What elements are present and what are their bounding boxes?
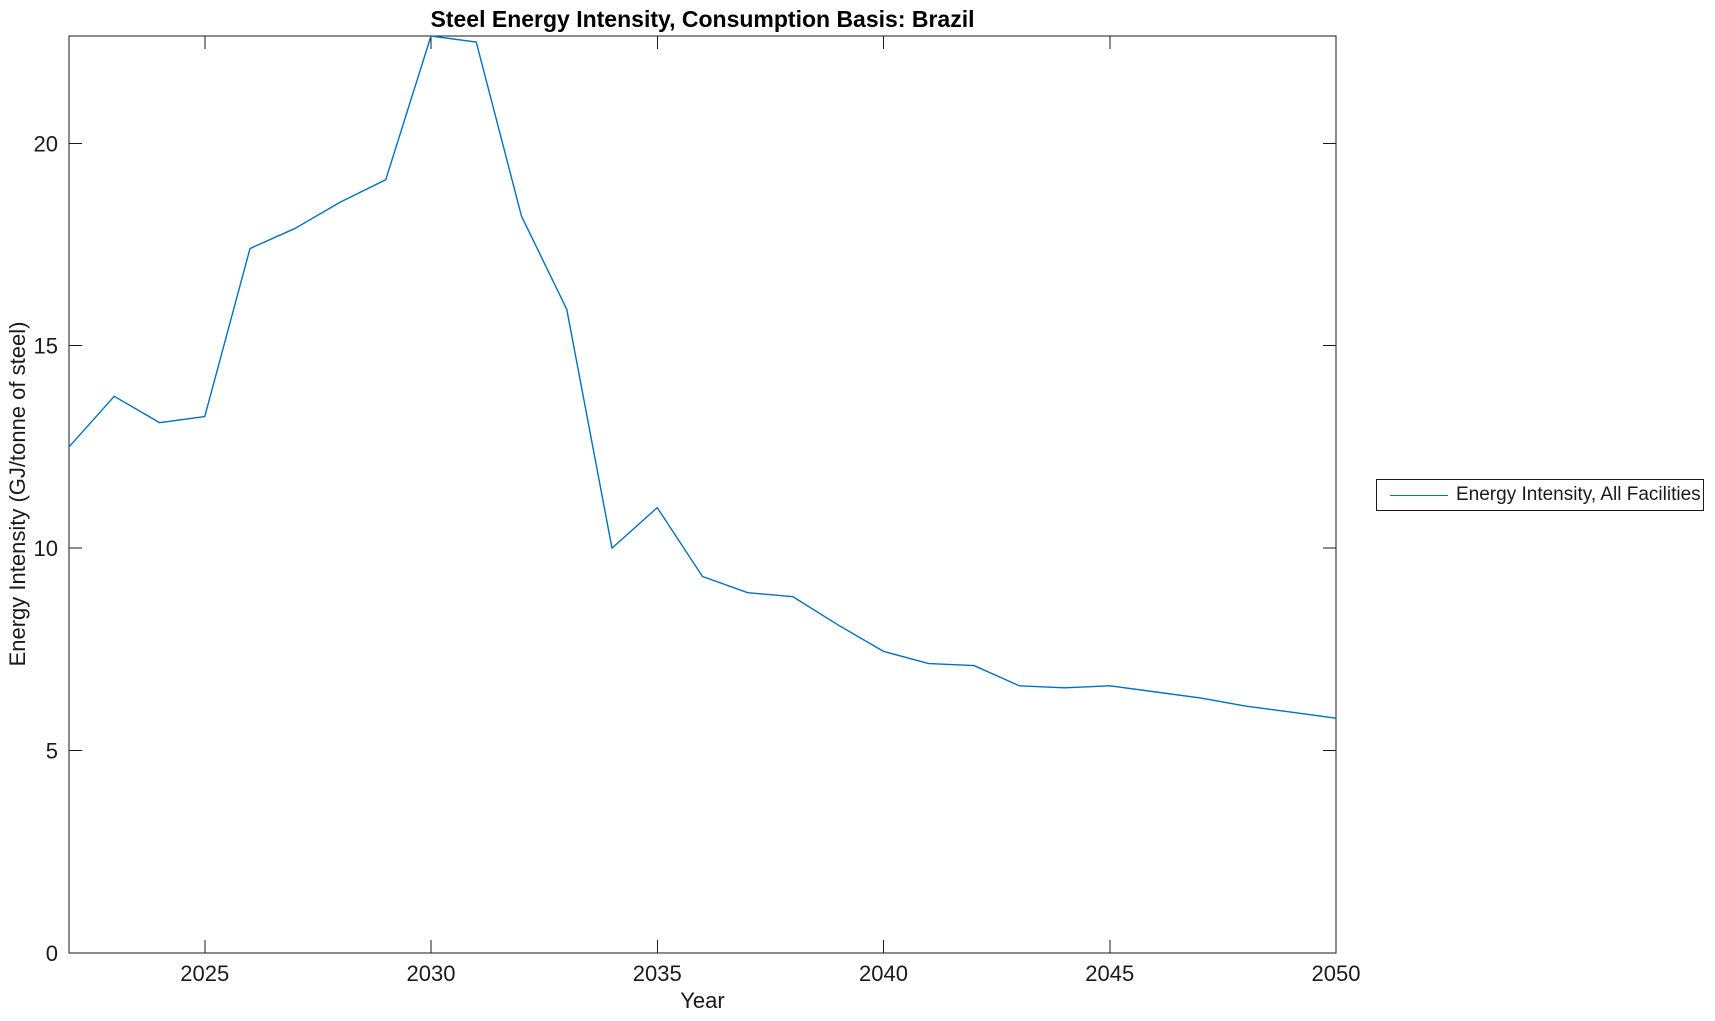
x-tick-label: 2035 [633, 961, 682, 986]
x-tick-label: 2040 [859, 961, 908, 986]
y-tick-label: 10 [34, 536, 58, 561]
chart-title: Steel Energy Intensity, Consumption Basi… [430, 6, 975, 32]
legend-entry-label: Energy Intensity, All Facilities [1456, 484, 1701, 505]
legend: Energy Intensity, All Facilities [1376, 479, 1704, 511]
y-tick-label: 15 [34, 334, 58, 359]
axes-box [68, 35, 1337, 954]
x-axis-label: Year [680, 988, 725, 1013]
y-tick-label: 0 [46, 941, 58, 966]
x-tick-label: 2050 [1312, 961, 1361, 986]
y-tick-label: 20 [34, 131, 58, 156]
x-tick-label: 2025 [180, 961, 229, 986]
series-line [68, 35, 1337, 719]
legend-line-sample [1390, 494, 1448, 496]
y-tick-label: 5 [46, 739, 58, 764]
y-axis-label: Energy Intensity (GJ/tonne of steel) [5, 321, 30, 667]
x-tick-label: 2045 [1085, 961, 1134, 986]
x-tick-label: 2030 [407, 961, 456, 986]
